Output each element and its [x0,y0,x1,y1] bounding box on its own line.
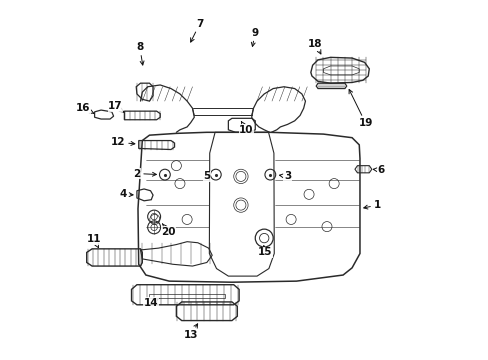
Text: 8: 8 [136,42,144,65]
Text: 3: 3 [279,171,290,181]
Text: 18: 18 [307,39,322,54]
Text: 11: 11 [86,234,101,248]
Text: 17: 17 [108,102,123,112]
Text: 12: 12 [111,138,135,147]
Text: 1: 1 [363,200,380,210]
Text: 14: 14 [143,298,159,308]
Text: 13: 13 [183,324,198,340]
Text: 4: 4 [120,189,133,199]
Text: 6: 6 [372,165,384,175]
Text: 2: 2 [133,168,156,179]
Text: 20: 20 [161,224,175,237]
Text: 5: 5 [203,171,210,181]
Text: 19: 19 [348,90,372,128]
Text: 16: 16 [76,103,94,113]
Text: 9: 9 [251,28,258,46]
Text: 15: 15 [258,246,272,257]
Text: 10: 10 [239,122,253,135]
Text: 7: 7 [190,19,203,42]
